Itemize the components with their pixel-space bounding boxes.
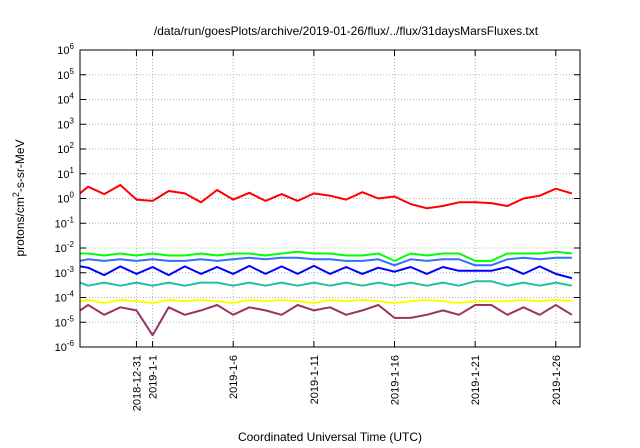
y-tick-label: 104 xyxy=(57,92,74,107)
x-tick-label: 2019-1-16 xyxy=(390,355,402,405)
y-tick-exponent: 1 xyxy=(70,166,75,175)
y-tick-base: 10 xyxy=(57,144,69,156)
y-tick-exponent: -3 xyxy=(67,265,75,274)
y-tick-label: 10-3 xyxy=(55,265,75,280)
series-line-5 xyxy=(79,280,573,287)
y-tick-exponent: 2 xyxy=(70,141,75,150)
y-tick-exponent: 3 xyxy=(70,116,75,125)
y-tick-exponent: 5 xyxy=(70,67,75,76)
y-tick-base: 10 xyxy=(57,95,69,107)
y-tick-label: 10-1 xyxy=(55,215,75,230)
y-tick-base: 10 xyxy=(55,243,67,255)
y-axis-label-sup: 2 xyxy=(11,192,21,197)
series-line-6 xyxy=(79,298,572,304)
plot-frame xyxy=(79,49,581,348)
y-tick-base: 10 xyxy=(55,293,67,305)
y-axis-label-post: -s-sr-MeV xyxy=(13,139,27,192)
y-tick-exponent: 4 xyxy=(70,92,75,101)
y-axis-ticks: 10-610-510-410-310-210-11001011021031041… xyxy=(55,42,580,354)
x-axis-ticks: 2018-12-31 2019-1-1 2019-1-6 2019-1-11 2019-… xyxy=(131,50,563,411)
y-tick-base: 10 xyxy=(57,169,69,181)
y-tick-label: 105 xyxy=(57,67,74,82)
x-tick-label: 2019-1-11 xyxy=(309,355,321,404)
series-line-7 xyxy=(79,304,573,337)
series-line-2 xyxy=(80,250,573,262)
y-tick-base: 10 xyxy=(55,342,67,354)
y-tick-base: 10 xyxy=(55,317,67,329)
y-axis-label: protons/cm2-s-sr-MeV xyxy=(11,139,27,256)
series-line-3 xyxy=(79,256,572,267)
y-tick-base: 10 xyxy=(57,119,69,131)
x-tick-label: 2018-12-31 xyxy=(131,355,143,411)
y-tick-label: 10-2 xyxy=(55,240,75,255)
y-tick-exponent: 6 xyxy=(70,42,75,51)
y-tick-base: 10 xyxy=(57,70,69,82)
x-tick-label: 2019-1-26 xyxy=(551,355,563,405)
y-tick-base: 10 xyxy=(57,194,69,206)
y-tick-exponent: -6 xyxy=(67,339,75,348)
y-tick-label: 102 xyxy=(57,141,74,156)
series-line-4 xyxy=(79,264,573,280)
data-series xyxy=(79,184,573,337)
x-tick-label: 2019-1-6 xyxy=(228,355,240,399)
series-line-1 xyxy=(79,184,573,210)
y-tick-label: 10-6 xyxy=(55,339,75,354)
y-tick-exponent: -1 xyxy=(67,215,75,224)
y-tick-label: 106 xyxy=(57,42,74,57)
y-tick-exponent: 0 xyxy=(70,191,75,200)
y-tick-label: 101 xyxy=(57,166,74,181)
y-tick-base: 10 xyxy=(55,268,67,280)
y-tick-label: 10-4 xyxy=(55,290,75,305)
y-axis-label-pre: protons/cm xyxy=(13,197,27,256)
x-axis-label: Coordinated Universal Time (UTC) xyxy=(238,430,422,444)
y-tick-label: 100 xyxy=(57,191,74,206)
grid-lines xyxy=(80,50,580,347)
y-tick-base: 10 xyxy=(55,218,67,230)
y-tick-label: 10-5 xyxy=(55,314,75,329)
y-tick-base: 10 xyxy=(57,45,69,57)
x-tick-label: 2019-1-1 xyxy=(148,355,160,399)
y-tick-label: 103 xyxy=(57,116,74,131)
y-tick-exponent: -2 xyxy=(67,240,75,249)
y-tick-exponent: -4 xyxy=(67,290,75,299)
chart-title: /data/run/goesPlots/archive/2019-01-26/f… xyxy=(154,24,539,38)
x-tick-label: 2019-1-21 xyxy=(470,355,482,405)
y-tick-exponent: -5 xyxy=(67,314,75,323)
